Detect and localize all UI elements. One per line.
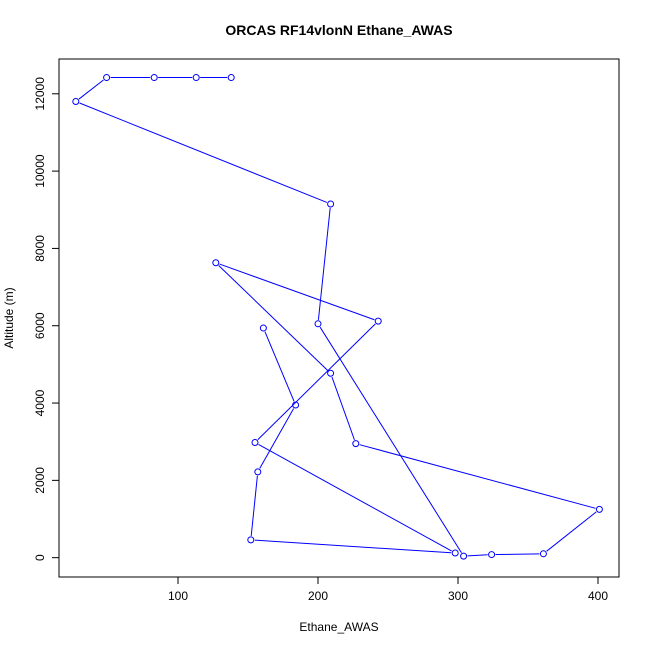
y-tick-label: 8000 <box>33 235 47 262</box>
data-point <box>150 74 158 82</box>
y-tick-label: 2000 <box>33 467 47 494</box>
series-segment <box>331 376 355 441</box>
data-point <box>259 324 267 332</box>
series-segment <box>546 511 597 552</box>
data-point <box>539 550 547 558</box>
data-point <box>247 536 255 544</box>
series-segment <box>78 79 104 100</box>
data-point <box>451 549 459 557</box>
series-segment <box>79 102 328 203</box>
series-segment <box>359 444 596 509</box>
series-segment <box>254 539 452 554</box>
x-tick-label: 400 <box>588 589 608 603</box>
series-ethane-awas <box>72 74 603 560</box>
y-axis: 0 2000 4000 6000 8000 10000 12000 <box>33 77 59 561</box>
series-segment <box>317 207 331 320</box>
series-segment <box>219 263 375 321</box>
data-point <box>460 552 468 560</box>
x-tick-label: 300 <box>448 589 468 603</box>
y-tick-label: 10000 <box>33 154 47 188</box>
series-segment <box>218 265 329 371</box>
x-tick-label: 100 <box>168 589 188 603</box>
series-segment <box>259 408 295 469</box>
y-tick-label: 4000 <box>33 389 47 416</box>
data-point <box>254 468 262 476</box>
data-point <box>292 401 300 409</box>
y-tick-label: 12000 <box>33 77 47 111</box>
series-segment <box>467 554 488 557</box>
data-point <box>72 98 80 106</box>
y-axis-label: Altitude (m) <box>2 287 16 348</box>
chart-title: ORCAS RF14vlonN Ethane_AWAS <box>225 22 452 38</box>
series-segment <box>257 323 376 441</box>
series-segment <box>319 326 462 554</box>
series-segment <box>495 553 540 556</box>
data-point <box>251 438 259 446</box>
x-axis-label: Ethane_AWAS <box>299 620 378 634</box>
data-point <box>327 369 335 377</box>
y-tick-label: 6000 <box>33 312 47 339</box>
data-point <box>488 551 496 559</box>
data-point <box>192 74 200 82</box>
data-point <box>352 440 360 448</box>
data-point <box>212 259 220 267</box>
plot-frame <box>58 58 620 578</box>
data-point <box>374 317 382 325</box>
data-point <box>227 74 235 82</box>
series-segment <box>258 443 452 552</box>
series-segment <box>250 475 258 536</box>
y-tick-label: 0 <box>33 554 47 561</box>
series-segment <box>264 331 295 402</box>
data-point <box>595 505 603 513</box>
data-point <box>327 200 335 208</box>
data-point <box>103 74 111 82</box>
data-point <box>314 320 322 328</box>
x-tick-label: 200 <box>308 589 328 603</box>
x-axis: 100 200 300 400 <box>168 577 608 603</box>
